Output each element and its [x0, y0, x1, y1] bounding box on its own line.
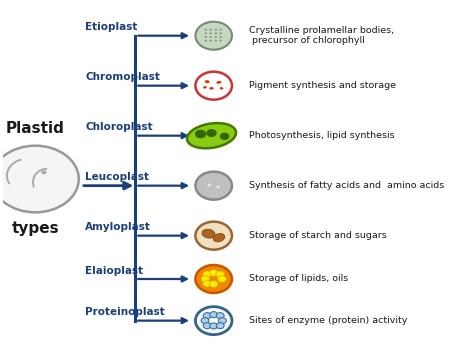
Text: Synthesis of fatty acids and  amino acids: Synthesis of fatty acids and amino acids [248, 181, 444, 190]
Circle shape [201, 318, 209, 324]
Circle shape [219, 29, 222, 31]
Circle shape [210, 312, 218, 318]
Circle shape [0, 146, 79, 212]
Circle shape [219, 318, 226, 324]
Ellipse shape [205, 80, 210, 83]
Circle shape [201, 276, 210, 282]
Circle shape [205, 40, 207, 42]
Circle shape [41, 170, 46, 174]
Ellipse shape [187, 123, 236, 148]
Circle shape [205, 32, 207, 34]
Circle shape [206, 129, 217, 137]
Text: Amyloplast: Amyloplast [85, 222, 151, 232]
Text: Plastid: Plastid [6, 121, 64, 136]
Text: Proteinoplast: Proteinoplast [85, 307, 165, 317]
Text: Leucoplast: Leucoplast [85, 172, 149, 182]
Circle shape [195, 307, 232, 335]
Circle shape [215, 29, 217, 31]
Circle shape [220, 133, 229, 140]
Text: Sites of enzyme (protein) activity: Sites of enzyme (protein) activity [248, 316, 407, 325]
Circle shape [219, 36, 222, 38]
Circle shape [208, 184, 211, 186]
Text: Etioplast: Etioplast [85, 22, 137, 32]
Text: Elaioplast: Elaioplast [85, 266, 144, 276]
Circle shape [216, 186, 220, 188]
Circle shape [216, 313, 224, 319]
Circle shape [210, 36, 212, 38]
Ellipse shape [210, 87, 214, 90]
Circle shape [210, 32, 212, 34]
Circle shape [210, 270, 218, 276]
Text: Chloroplast: Chloroplast [85, 122, 153, 132]
Circle shape [203, 271, 211, 278]
Ellipse shape [213, 234, 225, 242]
Ellipse shape [216, 81, 221, 84]
Circle shape [218, 276, 226, 282]
Text: Storage of lipids, oils: Storage of lipids, oils [248, 275, 348, 284]
Text: Storage of starch and sugars: Storage of starch and sugars [248, 231, 386, 240]
Text: Chromoplast: Chromoplast [85, 72, 160, 82]
Circle shape [195, 130, 206, 139]
Ellipse shape [219, 87, 223, 89]
Text: Photosynthesis, lipid synthesis: Photosynthesis, lipid synthesis [248, 131, 394, 140]
Circle shape [210, 280, 218, 287]
Circle shape [216, 323, 224, 329]
Circle shape [215, 32, 217, 34]
Circle shape [195, 22, 232, 50]
Circle shape [203, 313, 211, 319]
Circle shape [215, 36, 217, 38]
Ellipse shape [202, 229, 215, 238]
Circle shape [219, 40, 222, 42]
Circle shape [195, 172, 232, 200]
Text: Pigment synthesis and storage: Pigment synthesis and storage [248, 81, 395, 90]
Circle shape [215, 40, 217, 42]
Ellipse shape [203, 86, 207, 89]
Circle shape [195, 265, 232, 293]
Circle shape [210, 29, 212, 31]
Circle shape [195, 72, 232, 100]
Circle shape [195, 222, 232, 250]
Text: Crystalline prolamellar bodies,
 precursor of chlorophyll: Crystalline prolamellar bodies, precurso… [248, 26, 393, 45]
Circle shape [219, 32, 222, 34]
Circle shape [205, 29, 207, 31]
Circle shape [203, 280, 211, 287]
Circle shape [210, 40, 212, 42]
Text: types: types [11, 221, 59, 236]
Circle shape [210, 323, 218, 329]
Circle shape [203, 323, 211, 329]
Circle shape [216, 271, 225, 278]
Circle shape [205, 36, 207, 38]
